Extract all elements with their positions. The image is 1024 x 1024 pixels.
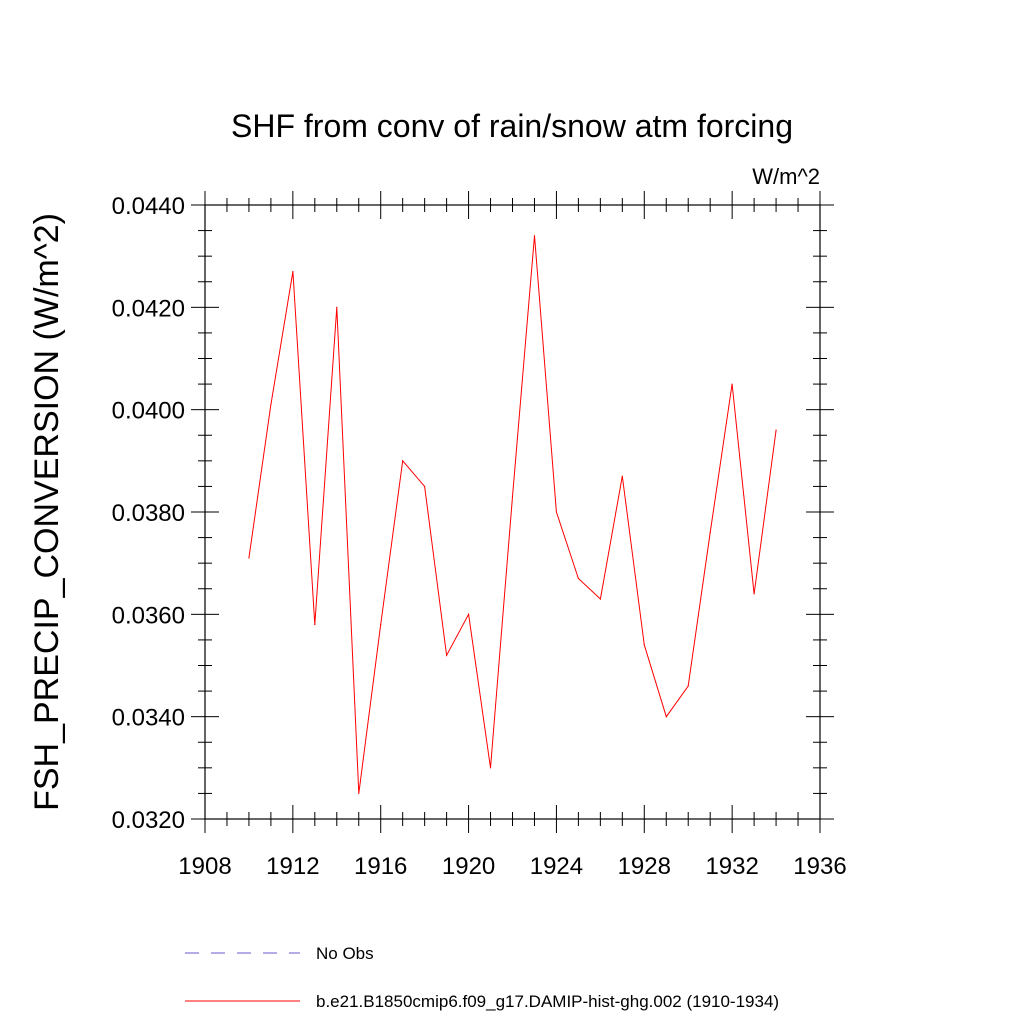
data-point [753, 593, 755, 595]
x-tick-label: 1928 [618, 853, 671, 880]
data-point [665, 716, 667, 718]
data-point [731, 383, 733, 385]
tick-labels: 1908 1912 1916 1920 1924 1928 1932 1936 0.0320 0.… [112, 193, 847, 880]
x-tick-label: 1924 [530, 853, 583, 880]
y-tick-label: 0.0320 [112, 807, 185, 834]
data-point [577, 577, 579, 580]
y-axis-label: FSH_PRECIP_CONVERSION (W/m^2) [28, 213, 66, 811]
data-point [467, 613, 470, 615]
x-tick-label: 1912 [266, 853, 319, 880]
data-point [248, 557, 250, 559]
y-tick-label: 0.0340 [112, 705, 185, 732]
y-tick-label: 0.0360 [112, 602, 185, 629]
data-point [709, 531, 711, 534]
data-point [775, 429, 777, 431]
plot-frame [204, 204, 821, 820]
data-point [511, 496, 514, 498]
data-point [555, 511, 558, 513]
data-point [358, 792, 360, 795]
series-line [248, 235, 777, 794]
data-point [621, 475, 623, 477]
x-tick-label: 1916 [354, 853, 407, 880]
legend-no-obs-label: No Obs [316, 944, 374, 963]
data-point [533, 235, 536, 237]
legend: No Obs b.e21.B1850cmip6.f09_g17.DAMIP-hi… [185, 944, 779, 1011]
x-tick-label: 1932 [705, 853, 758, 880]
data-point [424, 485, 426, 488]
y-tick-label: 0.0440 [112, 193, 185, 220]
legend-series-label: b.e21.B1850cmip6.f09_g17.DAMIP-hist-ghg.… [316, 992, 779, 1011]
series-lines [248, 235, 777, 795]
data-point [314, 623, 316, 626]
chart-title: SHF from conv of rain/snow atm forcing [231, 108, 793, 144]
data-point [599, 598, 601, 600]
x-tick-label: 1908 [178, 853, 231, 880]
units-label: W/m^2 [752, 164, 820, 189]
data-point [292, 270, 294, 273]
data-point [336, 306, 338, 308]
data-point [687, 685, 689, 687]
y-tick-label: 0.0400 [112, 398, 185, 425]
data-point [380, 623, 382, 626]
x-tick-label: 1936 [793, 853, 846, 880]
x-tick-label: 1920 [442, 853, 495, 880]
data-point [270, 403, 272, 406]
y-tick-label: 0.0420 [112, 295, 185, 322]
data-point [446, 654, 448, 656]
y-tick-label: 0.0380 [112, 500, 185, 527]
data-point [643, 644, 645, 646]
data-point [402, 460, 404, 462]
axis-ticks [191, 191, 834, 833]
data-point [489, 767, 492, 769]
